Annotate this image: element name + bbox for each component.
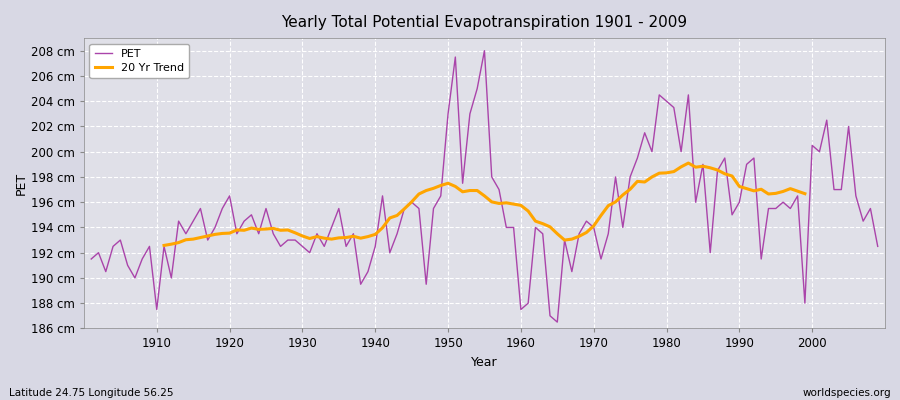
Text: Latitude 24.75 Longitude 56.25: Latitude 24.75 Longitude 56.25 [9, 388, 174, 398]
20 Yr Trend [799, 191, 810, 196]
Text: worldspecies.org: worldspecies.org [803, 388, 891, 398]
PET [552, 320, 562, 324]
Line: PET: PET [91, 51, 878, 322]
Legend: PET, 20 Yr Trend: PET, 20 Yr Trend [89, 44, 189, 78]
PET [144, 244, 155, 249]
PET [479, 48, 490, 53]
PET [304, 250, 315, 255]
X-axis label: Year: Year [472, 356, 498, 369]
20 Yr Trend [734, 184, 745, 189]
PET [872, 244, 883, 249]
PET [348, 231, 359, 236]
PET [523, 301, 534, 306]
20 Yr Trend [290, 230, 301, 235]
PET [516, 307, 526, 312]
Title: Yearly Total Potential Evapotranspiration 1901 - 2009: Yearly Total Potential Evapotranspiratio… [282, 15, 688, 30]
20 Yr Trend [224, 231, 235, 236]
20 Yr Trend [158, 243, 169, 248]
20 Yr Trend [238, 228, 249, 233]
PET [617, 225, 628, 230]
Y-axis label: PET: PET [15, 172, 28, 195]
Line: 20 Yr Trend: 20 Yr Trend [164, 163, 805, 246]
PET [86, 256, 96, 261]
20 Yr Trend [683, 161, 694, 166]
20 Yr Trend [406, 200, 417, 204]
20 Yr Trend [486, 200, 497, 204]
